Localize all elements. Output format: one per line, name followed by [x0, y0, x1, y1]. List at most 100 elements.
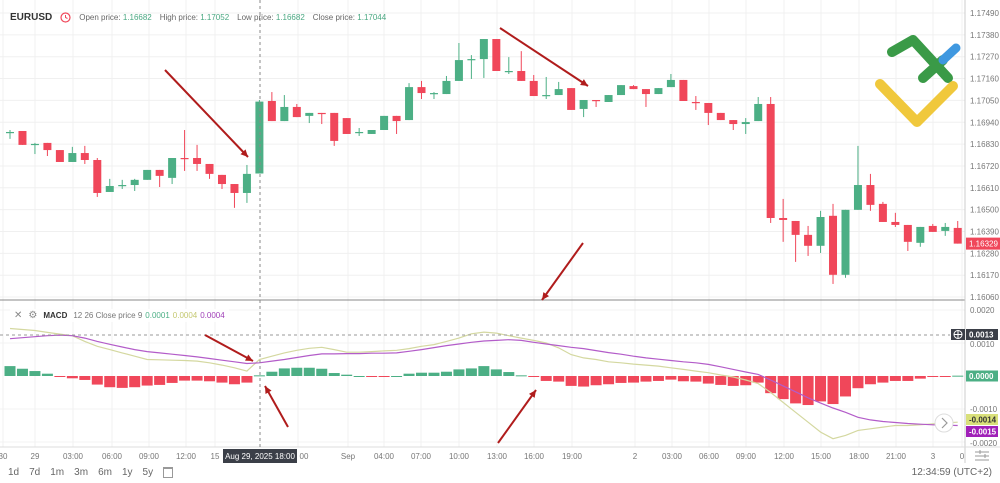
macd-histogram-bar — [191, 376, 203, 381]
macd-histogram-bar — [652, 376, 664, 381]
macd-histogram-bar — [490, 369, 502, 376]
range-3m[interactable]: 3m — [74, 467, 89, 478]
price-tick-label: 1.16610 — [970, 184, 999, 193]
candle — [305, 112, 314, 124]
candle-body — [617, 85, 626, 96]
candle-body — [68, 153, 77, 162]
range-6m[interactable]: 6m — [98, 467, 112, 478]
candle — [342, 118, 351, 134]
axis-settings-icon[interactable] — [975, 450, 989, 461]
time-tick-label: 04:00 — [374, 452, 395, 461]
close-price: Close price: 1.17044 — [313, 13, 386, 22]
crosshair-value-badge — [966, 329, 998, 340]
time-tick-label: 16:00 — [524, 452, 545, 461]
candle — [928, 223, 937, 232]
macd-histogram-bar — [66, 376, 78, 379]
crosshair-time-badge — [223, 449, 297, 463]
macd-histogram-bar — [465, 368, 477, 376]
candle — [853, 145, 862, 210]
macd-histogram-bar — [515, 375, 527, 377]
candle — [55, 150, 64, 162]
candle — [617, 85, 626, 96]
candle-body — [292, 106, 301, 118]
time-tick-label: 00 — [300, 452, 309, 461]
current-price-label: 1.16329 — [969, 240, 998, 249]
range-1y[interactable]: 1y — [121, 467, 133, 478]
candle-body — [629, 86, 638, 90]
candle — [180, 129, 189, 171]
candle — [330, 112, 339, 146]
macd-histogram-bar — [553, 376, 565, 382]
time-tick-label: 09:00 — [139, 452, 160, 461]
candle — [542, 76, 551, 100]
time-tick-label: 19:00 — [562, 452, 583, 461]
calendar-icon[interactable] — [163, 467, 174, 478]
macd-hist-value: 0.0001 — [145, 311, 170, 320]
arrow-shaft — [499, 27, 589, 87]
candle — [255, 100, 264, 174]
candle — [168, 158, 177, 185]
arrow — [541, 242, 584, 301]
range-5y[interactable]: 5y — [142, 467, 154, 478]
macd-histogram-bar — [166, 376, 178, 383]
candle — [267, 92, 276, 122]
candle-body — [255, 101, 264, 174]
macd-histogram-bar — [79, 376, 91, 380]
candle — [355, 128, 364, 136]
macd-histogram-bar — [328, 373, 340, 376]
arrow — [497, 389, 537, 444]
time-tick-label: 06:00 — [102, 452, 123, 461]
candle — [217, 174, 226, 189]
close-icon[interactable]: ✕ — [14, 310, 23, 321]
candle-body — [891, 221, 900, 225]
candle — [517, 51, 526, 81]
candle-body — [317, 112, 326, 115]
candle — [829, 203, 838, 284]
candle — [442, 75, 451, 95]
range-7d[interactable]: 7d — [29, 467, 41, 478]
macd-histogram-bar — [29, 371, 41, 376]
time-tick-label: 03:00 — [662, 452, 683, 461]
price-tick-label: 1.16720 — [970, 162, 999, 171]
bottom-toolbar: 1d 7d 1m 3m 6m 1y 5y 12:34:59 (UTC+2) — [0, 463, 1000, 483]
candle — [791, 220, 800, 262]
candle — [68, 146, 77, 162]
range-1m[interactable]: 1m — [50, 467, 65, 478]
candle-body — [641, 89, 650, 95]
candle-body — [504, 71, 513, 73]
symbol-name[interactable]: EURUSD — [10, 12, 53, 23]
price-tick-label: 1.17160 — [970, 75, 999, 84]
range-1d[interactable]: 1d — [8, 467, 20, 478]
candle-body — [230, 184, 239, 193]
candle-body — [928, 225, 937, 232]
macd-histogram-bar — [528, 376, 540, 377]
candle — [105, 178, 114, 192]
macd-tick-label: 0.0010 — [970, 340, 995, 349]
macd-signal-value-label: -0.0015 — [969, 428, 997, 437]
macd-histogram-bar — [104, 376, 116, 388]
candle — [741, 118, 750, 134]
clock-icon[interactable] — [60, 12, 71, 23]
candle-body — [529, 80, 538, 97]
candle-body — [754, 103, 763, 122]
gear-icon[interactable]: ⚙ — [28, 310, 38, 321]
arrow-head — [265, 386, 272, 394]
macd-histogram-bar — [129, 376, 141, 388]
macd-line-value-label: -0.0014 — [969, 416, 997, 425]
crosshair-add-icon[interactable] — [951, 329, 965, 340]
candle-body — [704, 102, 713, 113]
macd-histogram-bar — [391, 376, 403, 377]
candle — [429, 92, 438, 100]
candle-body — [342, 118, 351, 134]
axes: 1.17490 1.17380 1.17270 1.17160 1.17050 1.169… — [0, 9, 1000, 463]
scroll-right-button[interactable] — [934, 413, 954, 433]
time-tick-label: 06:00 — [699, 452, 720, 461]
time-tick-label: 09:00 — [736, 452, 757, 461]
macd-histogram-bar — [378, 376, 390, 377]
macd-histogram-bar — [341, 374, 353, 376]
macd-histogram-bar — [615, 376, 627, 383]
candle — [130, 178, 139, 191]
price-tick-label: 1.16170 — [970, 271, 999, 280]
macd-zero-badge — [966, 370, 998, 382]
